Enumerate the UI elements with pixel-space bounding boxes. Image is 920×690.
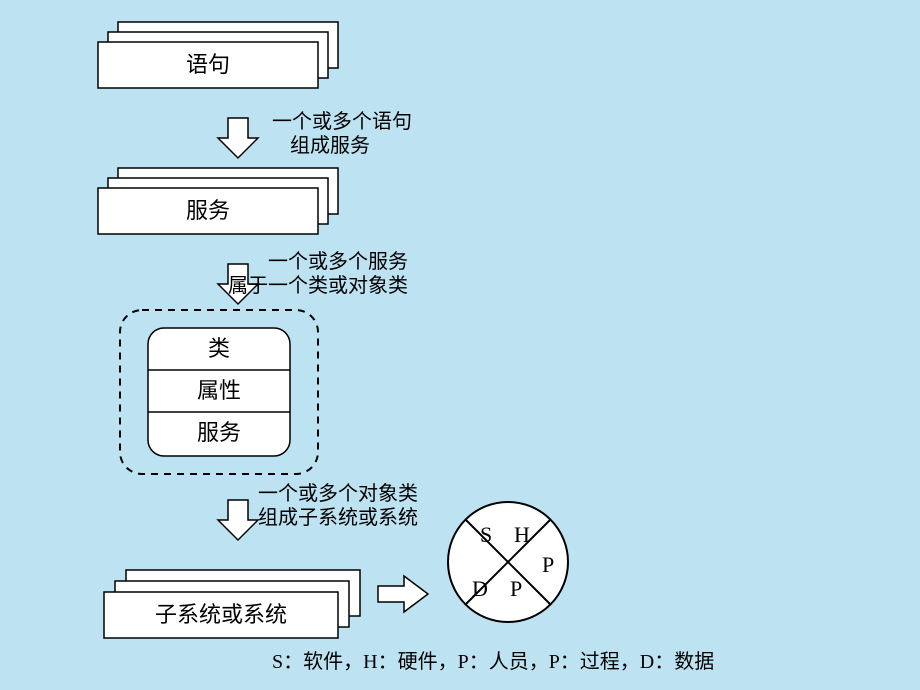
circle-label-p1: P xyxy=(510,576,522,601)
label-2-line1: 一个或多个服务 xyxy=(268,250,408,273)
label-2-line2: 属于一个类或对象类 xyxy=(228,274,408,297)
label-3-line1: 一个或多个对象类 xyxy=(258,482,418,505)
stack-subsystem: 子系统或系统 xyxy=(104,570,360,638)
label-1-line1: 一个或多个语句 xyxy=(272,110,412,133)
legend-text: S：软件，H：硬件，P：人员，P：过程，D：数据 xyxy=(272,650,714,673)
class-row-serv: 服务 xyxy=(197,420,241,445)
circle-label-s: S xyxy=(480,522,492,547)
label-3-line2: 组成子系统或系统 xyxy=(258,506,418,529)
circle-label-d: D xyxy=(472,576,488,601)
label-1-line2: 组成服务 xyxy=(290,134,370,157)
stack-services-label: 服务 xyxy=(186,198,230,223)
circle-label-p2: P xyxy=(542,552,554,577)
class-row-attr: 属性 xyxy=(197,378,241,403)
diagram-canvas: 语句 一个或多个语句 组成服务 服务 一个或多个服务 属于一个类或对象类 类 属… xyxy=(0,0,920,690)
stack-services: 服务 xyxy=(98,168,338,234)
circle-label-h: H xyxy=(514,522,530,547)
stack-statements-label: 语句 xyxy=(186,52,230,77)
system-circle: S H P D P xyxy=(448,502,568,622)
stack-statements: 语句 xyxy=(98,22,338,88)
class-row-class: 类 xyxy=(208,336,230,361)
stack-subsystem-label: 子系统或系统 xyxy=(155,602,287,627)
